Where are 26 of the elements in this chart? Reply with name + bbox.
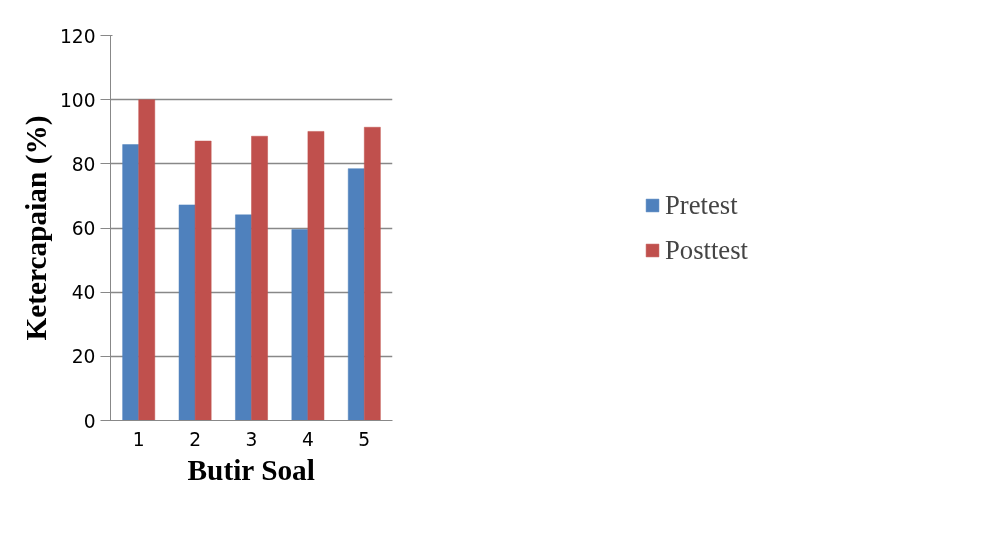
bar	[251, 135, 268, 421]
y-tick-label: 120	[59, 25, 96, 47]
y-tick-label: 0	[83, 410, 96, 432]
bar	[178, 204, 196, 421]
y-axis-title: Ketercapaian (%)	[19, 115, 53, 341]
bar	[291, 229, 309, 421]
bar	[194, 140, 212, 421]
x-tick-label: 2	[189, 428, 202, 450]
x-tick-label: 3	[245, 428, 258, 450]
x-tick-label: 5	[358, 428, 371, 450]
x-tick-label: 4	[301, 428, 314, 450]
legend-label: Pretest	[665, 189, 738, 221]
bar	[347, 168, 365, 421]
y-tick-label: 80	[71, 153, 96, 175]
bar	[364, 127, 381, 421]
x-axis-title: Butir Soal	[187, 453, 315, 486]
y-tick-label: 20	[71, 346, 96, 368]
bar	[122, 144, 139, 421]
x-tick-label: 1	[132, 428, 145, 450]
y-tick-label: 40	[71, 282, 96, 304]
bar	[235, 214, 252, 421]
y-tick-label: 60	[71, 218, 96, 239]
y-tick-label: 100	[59, 89, 96, 111]
legend-label: Posttest	[665, 234, 748, 266]
bar	[138, 99, 156, 421]
bar	[307, 131, 325, 421]
